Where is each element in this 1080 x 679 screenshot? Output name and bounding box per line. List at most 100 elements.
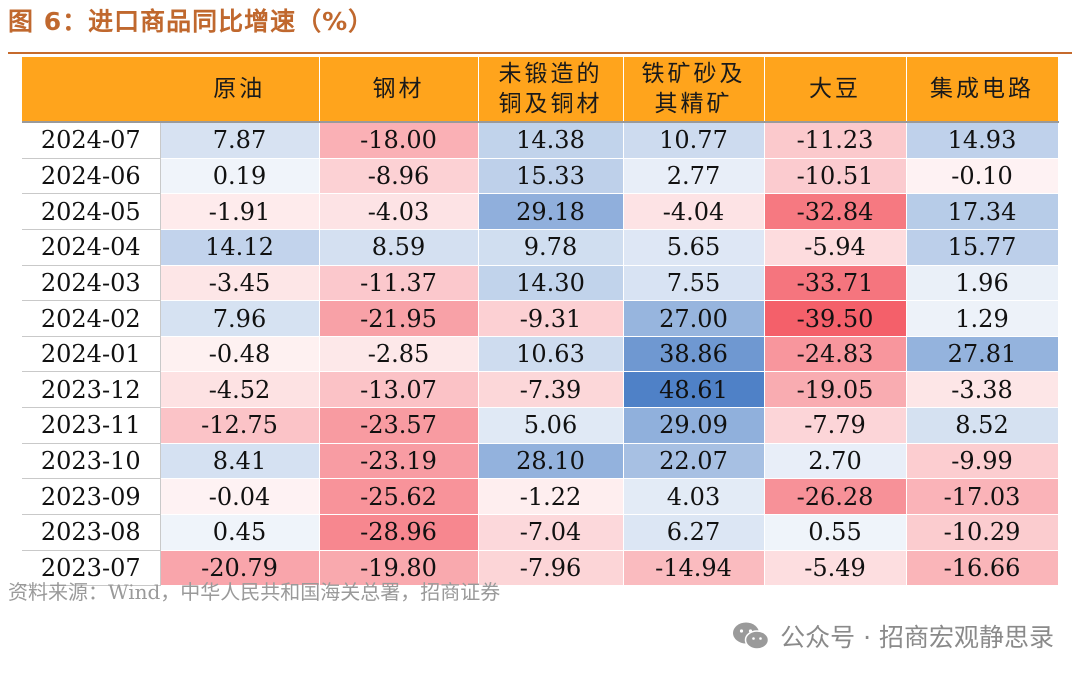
- table-row: 2024-04 14.12 8.59 9.78 5.65 -5.94 15.77: [22, 229, 1059, 266]
- heat-cell: 9.78: [478, 229, 624, 266]
- heat-cell: -7.04: [478, 514, 624, 551]
- heat-cell: -2.85: [319, 336, 479, 373]
- table-row: 2024-07 7.87 -18.00 14.38 10.77 -11.23 14.93: [22, 120, 1059, 159]
- heat-cell: 10.77: [623, 120, 765, 159]
- row-date: 2024-02: [22, 300, 161, 337]
- heat-cell: -5.94: [764, 229, 907, 266]
- heat-cell: 6.27: [623, 514, 765, 551]
- heat-cell: 7.96: [160, 300, 320, 337]
- column-header-line: 大豆: [809, 76, 861, 102]
- heat-cell: 8.52: [906, 407, 1059, 444]
- heat-cell: 14.38: [478, 120, 624, 159]
- source-note: 资料来源：Wind，中华人民共和国海关总署，招商证券: [8, 580, 501, 604]
- heat-cell: 10.63: [478, 336, 624, 373]
- heat-cell: -39.50: [764, 300, 907, 337]
- heat-cell: -18.00: [319, 120, 479, 159]
- heat-cell: 27.81: [906, 336, 1059, 373]
- heat-cell: -23.57: [319, 407, 479, 444]
- heat-cell: 29.09: [623, 407, 765, 444]
- table-row: 2024-01 -0.48 -2.85 10.63 38.86 -24.83 27.81: [22, 336, 1059, 373]
- heat-cell: 0.55: [764, 514, 907, 551]
- heat-cell: -23.19: [319, 443, 479, 480]
- heat-cell: 2.70: [764, 443, 907, 480]
- row-date: 2023-12: [22, 371, 161, 409]
- heat-cell: -4.04: [623, 193, 765, 230]
- row-date: 2023-11: [22, 407, 161, 444]
- heat-cell: -0.48: [160, 336, 320, 373]
- heat-cell: 5.06: [478, 407, 624, 444]
- heat-cell: -16.66: [906, 550, 1059, 587]
- row-date: 2023-08: [22, 514, 161, 551]
- heat-cell: -20.79: [160, 550, 320, 587]
- heat-cell: -0.04: [160, 478, 320, 516]
- heat-cell: -14.94: [623, 550, 765, 587]
- heat-cell: 48.61: [623, 371, 765, 409]
- row-date: 2024-07: [22, 120, 161, 159]
- heat-cell: -7.39: [478, 371, 624, 409]
- heat-cell: 14.93: [906, 120, 1059, 159]
- heat-cell: -17.03: [906, 478, 1059, 516]
- table-row: 2023-11 -12.75 -23.57 5.06 29.09 -7.79 8.52: [22, 407, 1059, 444]
- header-row: 原油 钢材 未锻造的铜及铜材 铁矿砂及其精矿 大豆 集成电路: [22, 57, 1059, 122]
- heat-cell: 0.45: [160, 514, 320, 551]
- heat-cell: -26.28: [764, 478, 907, 516]
- watermark: 公众号 · 招商宏观静思录: [732, 618, 1054, 654]
- heat-cell: -3.45: [160, 265, 320, 302]
- row-date: 2024-01: [22, 336, 161, 373]
- column-header-line: 集成电路: [930, 76, 1034, 102]
- column-header: 原油: [160, 57, 320, 122]
- heatmap-table: 原油 钢材 未锻造的铜及铜材 铁矿砂及其精矿 大豆 集成电路 2024-07 7.87 -18…: [22, 57, 1059, 587]
- table-row: 2023-08 0.45 -28.96 -7.04 6.27 0.55 -10.29: [22, 514, 1059, 551]
- table-row: 2024-05 -1.91 -4.03 29.18 -4.04 -32.84 17.34: [22, 193, 1059, 230]
- column-header-line: 未锻造的: [498, 61, 603, 87]
- column-header: 大豆: [764, 57, 907, 122]
- table-row: 2024-02 7.96 -21.95 -9.31 27.00 -39.50 1.29: [22, 300, 1059, 337]
- heat-cell: 14.30: [478, 265, 624, 302]
- heat-cell: -19.05: [764, 371, 907, 409]
- column-header: 集成电路: [906, 57, 1059, 122]
- header-corner: [22, 57, 160, 122]
- heat-cell: -7.79: [764, 407, 907, 444]
- column-header-line: 钢材: [372, 76, 425, 102]
- row-date: 2023-10: [22, 443, 161, 480]
- heat-cell: -13.07: [319, 371, 479, 409]
- heat-cell: 38.86: [623, 336, 765, 373]
- heat-cell: -19.80: [319, 550, 479, 587]
- heat-cell: -11.23: [764, 120, 907, 159]
- heat-cell: -33.71: [764, 265, 907, 302]
- row-date: 2023-07: [22, 550, 161, 587]
- heat-cell: -28.96: [319, 514, 479, 551]
- column-header: 钢材: [319, 57, 479, 122]
- column-header-line: 原油: [213, 76, 266, 102]
- heat-cell: 15.33: [478, 158, 624, 195]
- heat-cell: -12.75: [160, 407, 320, 444]
- table-row: 2023-12 -4.52 -13.07 -7.39 48.61 -19.05 -3.38: [22, 371, 1059, 409]
- heat-cell: 1.29: [906, 300, 1059, 337]
- heat-cell: -1.91: [160, 193, 320, 230]
- heat-cell: 15.77: [906, 229, 1059, 266]
- heat-cell: 28.10: [478, 443, 624, 480]
- heat-cell: 27.00: [623, 300, 765, 337]
- column-header-line: 铜及铜材: [498, 91, 603, 117]
- table-row: 2023-07 -20.79 -19.80 -7.96 -14.94 -5.49 -16.6…: [22, 550, 1059, 587]
- column-header-line: 其精矿: [654, 91, 733, 117]
- row-date: 2024-04: [22, 229, 161, 266]
- heat-cell: -5.49: [764, 550, 907, 587]
- heat-cell: -0.10: [906, 158, 1059, 195]
- heat-cell: -9.31: [478, 300, 624, 337]
- table-row: 2024-06 0.19 -8.96 15.33 2.77 -10.51 -0.10: [22, 158, 1059, 195]
- heat-cell: 2.77: [623, 158, 765, 195]
- watermark-text: 公众号 · 招商宏观静思录: [780, 623, 1054, 652]
- table-row: 2024-03 -3.45 -11.37 14.30 7.55 -33.71 1.96: [22, 265, 1059, 302]
- heat-cell: -4.03: [319, 193, 479, 230]
- heat-cell: -21.95: [319, 300, 479, 337]
- row-date: 2024-05: [22, 193, 161, 230]
- heat-cell: 7.87: [160, 120, 320, 159]
- heat-cell: 7.55: [623, 265, 765, 302]
- heat-cell: -9.99: [906, 443, 1059, 480]
- heat-cell: -24.83: [764, 336, 907, 373]
- chart-title: 图 6：进口商品同比增速（%）: [8, 7, 375, 36]
- column-header-line: 铁矿砂及: [641, 61, 746, 87]
- heat-cell: 8.41: [160, 443, 320, 480]
- heat-cell: -3.38: [906, 371, 1059, 409]
